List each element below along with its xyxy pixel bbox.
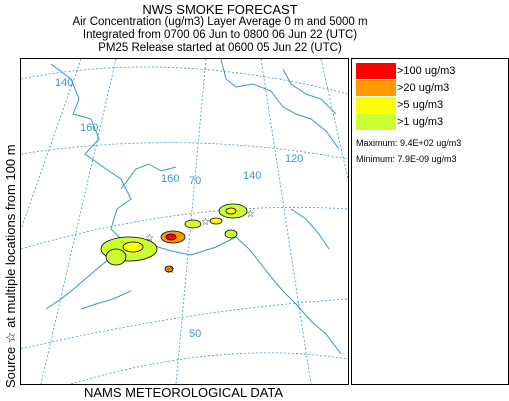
svg-text:☆: ☆ bbox=[145, 233, 154, 244]
grid-label: 160 bbox=[80, 122, 98, 134]
legend: >100 ug/m3 >20 ug/m3 >5 ug/m3 >1 ug/m3 M… bbox=[351, 58, 509, 385]
integration-period: Integrated from 0700 06 Jun to 0800 06 J… bbox=[82, 29, 358, 41]
svg-text:☆: ☆ bbox=[166, 265, 175, 276]
legend-label: >5 ug/m3 bbox=[397, 99, 444, 111]
svg-text:☆: ☆ bbox=[246, 209, 255, 220]
legend-swatch bbox=[356, 114, 396, 130]
legend-item: >100 ug/m3 bbox=[356, 63, 455, 79]
legend-minimum: Minimum: 7.9E-09 ug/m3 bbox=[356, 154, 457, 164]
grid-label: 120 bbox=[285, 153, 303, 165]
legend-swatch bbox=[356, 97, 396, 113]
footer-source: NAMS METEOROLOGICAL DATA bbox=[83, 385, 284, 400]
release-start: PM25 Release started at 0600 05 Jun 22 (… bbox=[98, 42, 342, 54]
legend-item: >5 ug/m3 bbox=[356, 97, 443, 113]
map-title: NWS SMOKE FORECAST bbox=[142, 2, 298, 17]
concentration-subtitle: Air Concentration (ug/m3) Layer Average … bbox=[72, 16, 368, 28]
grid-label: 50 bbox=[189, 328, 201, 340]
grid-label: 140 bbox=[243, 170, 261, 182]
legend-maximum: Maximum: 9.4E+02 ug/m3 bbox=[356, 138, 462, 148]
graticule bbox=[21, 59, 348, 384]
legend-label: >100 ug/m3 bbox=[397, 65, 456, 77]
legend-swatch bbox=[356, 63, 396, 79]
legend-swatch bbox=[356, 80, 396, 96]
legend-item: >1 ug/m3 bbox=[356, 114, 443, 130]
grid-label: 160 bbox=[161, 173, 179, 185]
smoke-plumes bbox=[100, 203, 248, 273]
grid-label: 70 bbox=[189, 175, 201, 187]
legend-label: >20 ug/m3 bbox=[397, 82, 450, 94]
smoke-map: 140 160 160 140 120 70 50 bbox=[20, 58, 349, 385]
svg-text:☆: ☆ bbox=[201, 217, 210, 228]
grid-label: 140 bbox=[55, 77, 73, 89]
source-star-icon: ☆ ☆ ☆ ☆ bbox=[145, 209, 255, 276]
legend-item: >20 ug/m3 bbox=[356, 80, 449, 96]
source-axis-label: Source ☆ at multiple locations from 100 … bbox=[3, 144, 18, 388]
legend-label: >1 ug/m3 bbox=[397, 116, 444, 128]
coastlines bbox=[45, 59, 342, 355]
